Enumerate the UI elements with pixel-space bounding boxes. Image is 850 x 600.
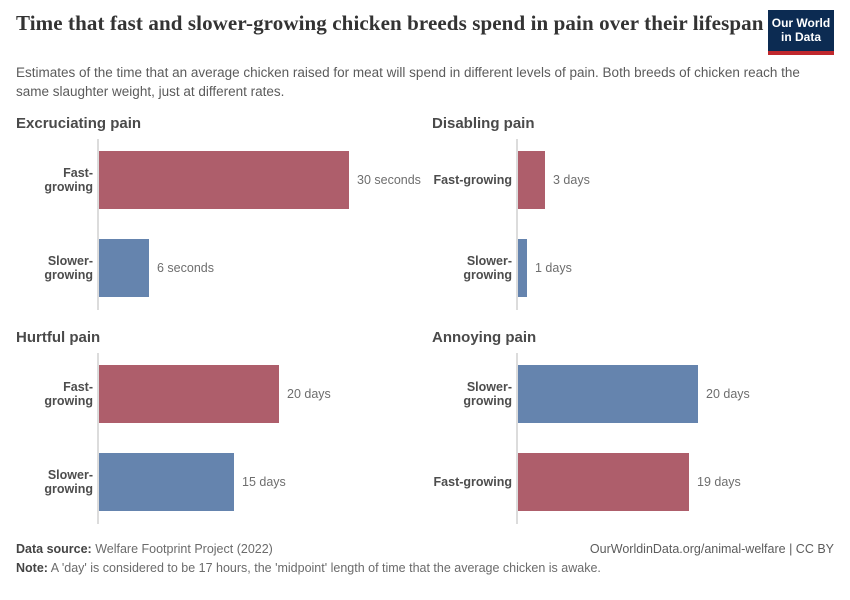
value-label: 30 seconds [357, 173, 421, 188]
bar-row: Fast-growing 30 seconds [16, 151, 432, 210]
data-source-label: Data source: [16, 542, 92, 557]
header: Time that fast and slower-growing chicke… [16, 10, 834, 55]
bar-plot: Slower-growing 20 days Fast-growing 19 d… [432, 353, 834, 525]
bar-area: 20 days [97, 365, 432, 424]
owid-logo[interactable]: Our World in Data [768, 10, 834, 55]
category-label: Slower-growing [44, 468, 93, 497]
owid-logo-line2: in Data [780, 29, 821, 44]
value-label: 15 days [242, 475, 286, 490]
owid-logo-line1: Our World [771, 15, 831, 30]
note-label: Note: [16, 561, 48, 576]
y-axis-line [97, 139, 99, 311]
data-source: Data source: Welfare Footprint Project (… [16, 542, 273, 556]
bar-area: 30 seconds [97, 151, 432, 210]
category-label: Fast-growing [433, 173, 512, 188]
bar-row: Slower-growing 6 seconds [16, 239, 432, 298]
data-source-value: Welfare Footprint Project (2022) [91, 542, 273, 557]
footer: Data source: Welfare Footprint Project (… [16, 542, 834, 575]
bar-slower-growing[interactable] [99, 239, 149, 298]
category-label: Fast-growing [433, 475, 512, 490]
bar-row: Slower-growing 15 days [16, 453, 432, 512]
footer-note: Note: A 'day' is considered to be 17 hou… [16, 561, 601, 575]
value-label: 6 seconds [157, 261, 214, 276]
value-label: 20 days [287, 387, 331, 402]
footer-source-row: Data source: Welfare Footprint Project (… [16, 542, 834, 556]
facet-excruciating-pain: Excruciating pain Fast-growing 30 second… [16, 115, 432, 311]
value-label: 3 days [553, 173, 590, 188]
category-label: Slower-growing [44, 254, 93, 283]
bar-fast-growing[interactable] [518, 453, 689, 512]
bar-plot: Fast-growing 20 days Slower-growing 15 d… [16, 353, 432, 525]
y-axis-line [516, 353, 518, 525]
facet-annoying-pain: Annoying pain Slower-growing 20 days Fas… [432, 329, 834, 525]
facet-title: Hurtful pain [16, 329, 101, 347]
bar-plot: Fast-growing 3 days Slower-growing 1 day… [432, 139, 834, 311]
facet-title: Annoying pain [432, 329, 537, 347]
y-axis-line [516, 139, 518, 311]
bar-plot: Fast-growing 30 seconds Slower-growing 6… [16, 139, 432, 311]
bar-fast-growing[interactable] [99, 365, 279, 424]
bar-fast-growing[interactable] [99, 151, 349, 210]
bar-area: 6 seconds [97, 239, 432, 298]
chart-subtitle: Estimates of the time that an average ch… [16, 65, 800, 100]
bar-slower-growing[interactable] [518, 365, 698, 424]
note-text: A 'day' is considered to be 17 hours, th… [47, 561, 601, 576]
bar-row: Fast-growing 19 days [432, 453, 834, 512]
bar-fast-growing[interactable] [518, 151, 545, 210]
value-label: 20 days [706, 387, 750, 402]
bar-slower-growing[interactable] [518, 239, 527, 298]
value-label: 19 days [697, 475, 741, 490]
category-label: Fast-growing [44, 380, 93, 409]
bar-area: 3 days [516, 151, 834, 210]
chart-title: Time that fast and slower-growing chicke… [16, 11, 764, 35]
bar-area: 20 days [516, 365, 834, 424]
bar-row: Fast-growing 20 days [16, 365, 432, 424]
category-label: Slower-growing [463, 380, 512, 409]
footer-note-row: Note: A 'day' is considered to be 17 hou… [16, 561, 834, 575]
facet-grid: Excruciating pain Fast-growing 30 second… [16, 115, 834, 525]
bar-area: 19 days [516, 453, 834, 512]
owid-license-link[interactable]: OurWorldinData.org/animal-welfare | CC B… [589, 542, 834, 557]
category-label: Slower-growing [463, 254, 512, 283]
bar-area: 15 days [97, 453, 432, 512]
y-axis-line [97, 353, 99, 525]
value-label: 1 days [535, 261, 572, 276]
facet-title: Excruciating pain [16, 115, 142, 133]
bar-row: Slower-growing 20 days [432, 365, 834, 424]
bar-row: Fast-growing 3 days [432, 151, 834, 210]
facet-hurtful-pain: Hurtful pain Fast-growing 20 days Slower… [16, 329, 432, 525]
bar-slower-growing[interactable] [99, 453, 234, 512]
facet-disabling-pain: Disabling pain Fast-growing 3 days Slowe… [432, 115, 834, 311]
bar-row: Slower-growing 1 days [432, 239, 834, 298]
category-label: Fast-growing [44, 166, 93, 195]
facet-title: Disabling pain [432, 115, 535, 133]
bar-area: 1 days [516, 239, 834, 298]
